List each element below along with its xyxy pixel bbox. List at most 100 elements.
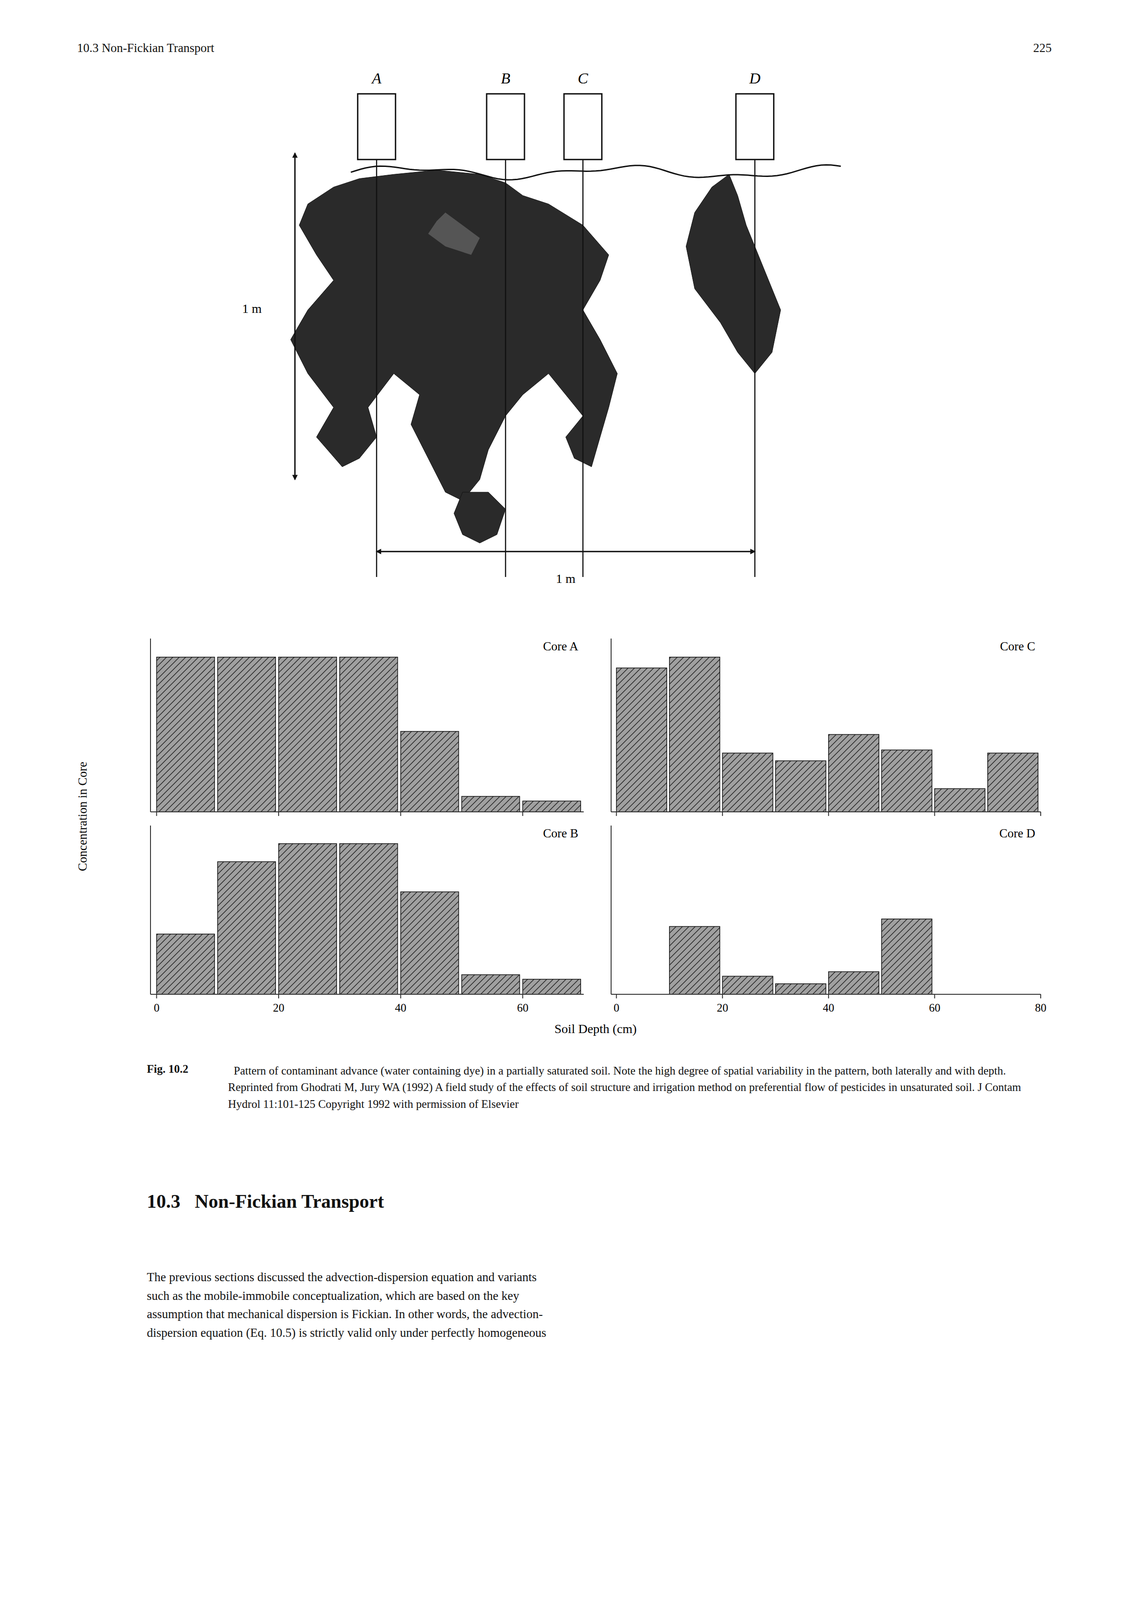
x-tick (721, 811, 723, 816)
figure-caption: Pattern of contaminant advance (water co… (228, 1062, 1041, 1113)
bar (156, 933, 215, 995)
bar (461, 796, 520, 812)
bar (934, 788, 985, 812)
dye-plume-light (428, 212, 480, 255)
x-tick (1040, 811, 1042, 816)
x-tick-label: 60 (517, 1001, 529, 1014)
bars (616, 657, 1039, 812)
bar (828, 734, 879, 812)
bar (339, 843, 398, 995)
bar (881, 918, 932, 995)
bar (522, 800, 581, 812)
bar (616, 667, 667, 812)
x-tick (721, 994, 723, 999)
bar-panel: Core C (611, 638, 1041, 816)
dye-plume (454, 492, 506, 544)
core-label: A (370, 69, 382, 87)
x-tick (522, 994, 524, 999)
y-axis-line (610, 825, 612, 995)
core-label: C (577, 69, 589, 87)
x-axis-label: Soil Depth (cm) (554, 1021, 637, 1036)
bars (156, 843, 581, 995)
x-tick (616, 811, 618, 816)
x-tick-label: 20 (272, 1001, 285, 1014)
bar-panel: 0 20 40 60 Core B (150, 825, 584, 1014)
core-tube (486, 93, 525, 160)
scale-arrow (376, 550, 755, 553)
soil-diagram: ABCD1 m1 m (242, 69, 841, 586)
x-tick (278, 994, 280, 999)
y-axis-line (150, 638, 151, 812)
x-tick-label: 20 (716, 1001, 729, 1014)
bar (828, 971, 879, 995)
bar (217, 861, 276, 995)
bar (278, 843, 337, 995)
x-tick-label: 40 (394, 1001, 407, 1014)
x-tick-label: 60 (928, 1001, 941, 1014)
bar (400, 731, 459, 812)
dye-plume (685, 174, 781, 374)
x-tick-label: 40 (822, 1001, 835, 1014)
bar (669, 657, 720, 812)
core-label: B (500, 69, 511, 87)
y-axis-line (150, 825, 151, 995)
bar (987, 752, 1038, 812)
bar (156, 657, 215, 812)
bar (461, 974, 520, 995)
x-tick (828, 994, 830, 999)
x-tick (933, 811, 935, 816)
core-tube (357, 93, 396, 160)
bar (722, 975, 773, 995)
x-tick-label: 0 (153, 1001, 160, 1014)
dye-plume (290, 170, 618, 501)
x-axis-line (611, 993, 1041, 995)
y-axis-line (610, 638, 612, 812)
figure: ABCD1 m1 mCore A0204060Core BCore C02040… (0, 0, 1131, 1600)
bar (722, 752, 773, 812)
figure-label: Fig. 10.2 (146, 1062, 189, 1076)
section-header: 10.3 Non-Fickian Transport (146, 1190, 384, 1213)
bar (278, 657, 337, 812)
page-header: 10.3 Non-Fickian Transport (77, 41, 215, 56)
body-text: The previous sections discussed the adve… (146, 1267, 1041, 1342)
x-tick-label: 80 (1035, 1001, 1047, 1014)
bar (775, 760, 826, 812)
x-tick (155, 994, 157, 999)
panel-title: Core D (999, 826, 1036, 841)
bars (669, 918, 933, 995)
x-tick (522, 811, 524, 816)
scale-arrow (294, 153, 296, 480)
core-tube (564, 93, 602, 160)
x-tick-label: 0 (613, 1001, 620, 1014)
bars (156, 657, 581, 812)
scale-label: 1 m (242, 301, 262, 316)
x-axis-line (150, 811, 584, 813)
bar (669, 926, 720, 995)
core-probe (376, 159, 378, 577)
x-tick (1040, 994, 1042, 999)
y-axis-label: Concentration in Core (75, 761, 90, 872)
panel-title: Core B (543, 826, 579, 841)
core-probe (754, 159, 756, 577)
x-axis-line (150, 993, 584, 995)
core-probe (504, 159, 507, 577)
bar (775, 983, 826, 995)
bar (400, 891, 459, 995)
x-tick (278, 811, 280, 816)
bar (217, 657, 276, 812)
x-tick (400, 994, 402, 999)
bar-panel: 0 20 40 60 80 Core D (611, 825, 1047, 1014)
page-number: 225 (1033, 41, 1053, 56)
bar (881, 749, 932, 812)
x-tick (400, 811, 402, 816)
surface-line (350, 165, 841, 181)
bar-panel: Core A (150, 638, 584, 816)
core-tube (736, 93, 774, 160)
bar (522, 979, 581, 995)
x-tick (616, 994, 618, 999)
x-tick (933, 994, 935, 999)
core-label: D (748, 69, 761, 87)
x-axis-line (611, 811, 1041, 813)
x-tick (828, 811, 830, 816)
core-probe (582, 159, 584, 577)
